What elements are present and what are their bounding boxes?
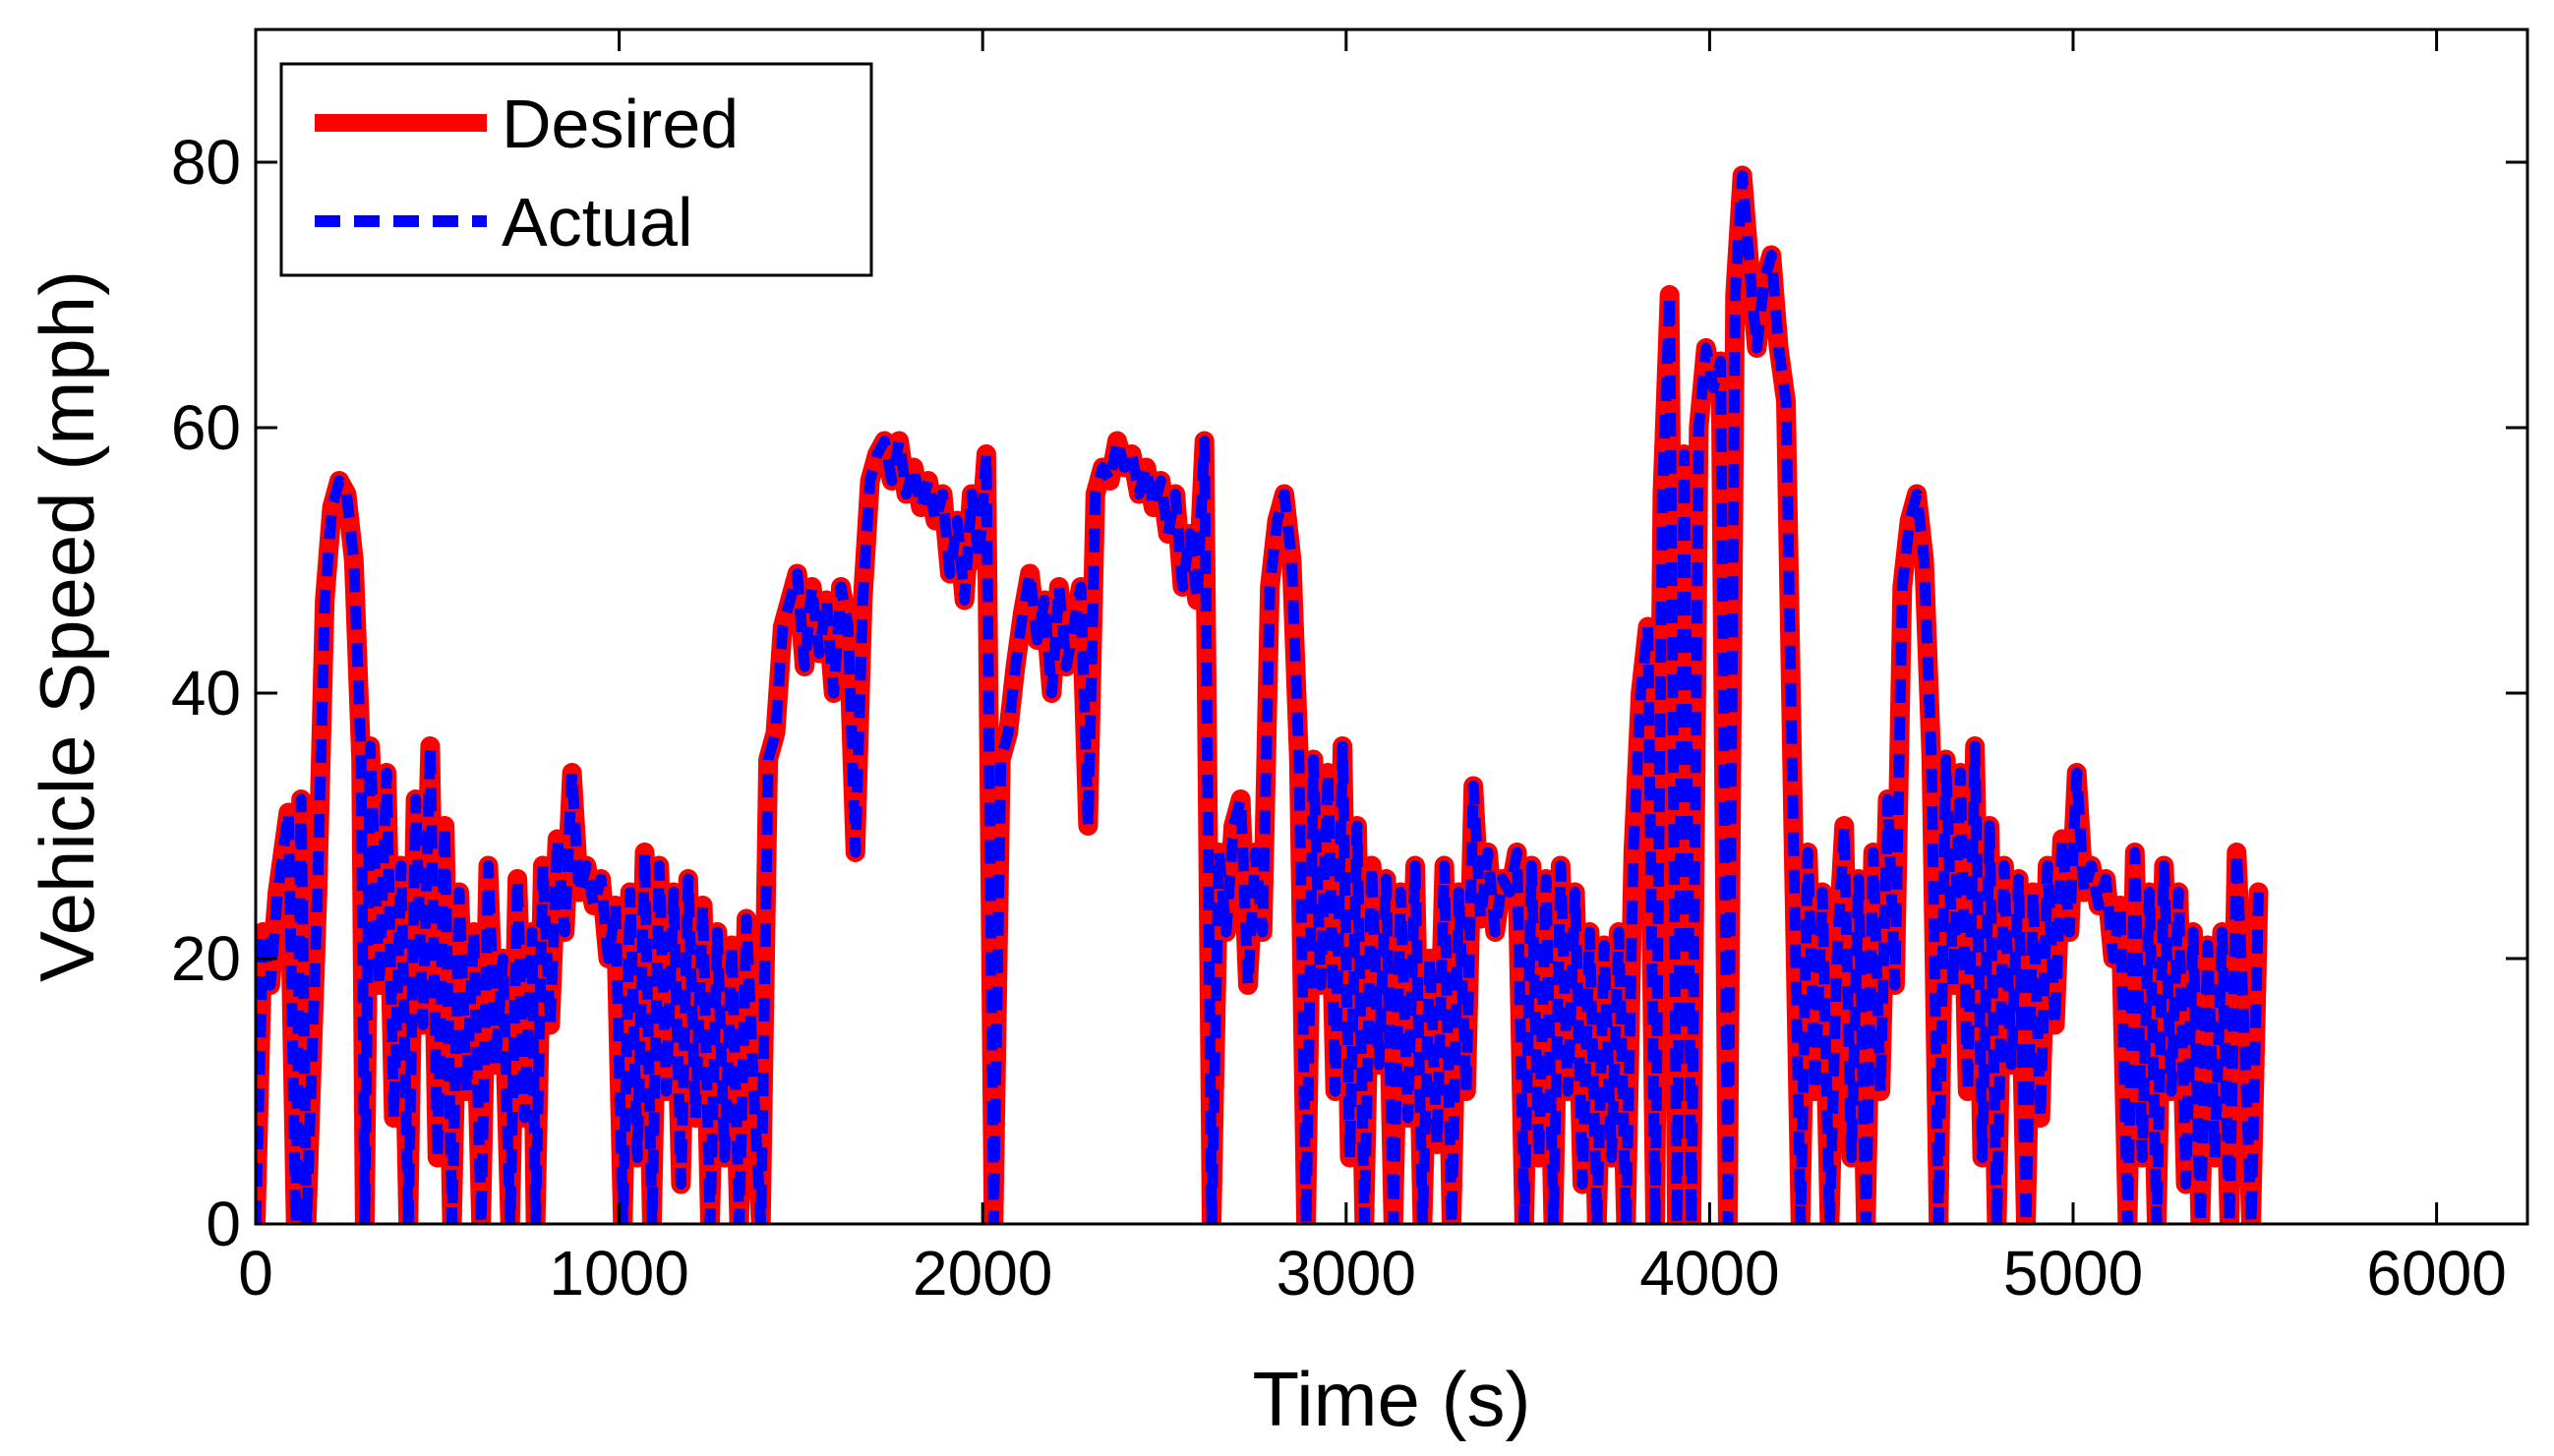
x-tick-label: 4000 <box>1639 1238 1779 1309</box>
legend: Desired Actual <box>279 62 873 277</box>
legend-label-actual: Actual <box>502 184 693 261</box>
legend-box <box>279 62 873 277</box>
y-tick-label: 0 <box>206 1189 241 1259</box>
x-tick-label: 6000 <box>2366 1238 2506 1309</box>
x-tick-label: 1000 <box>549 1238 688 1309</box>
series-layer <box>256 165 2269 1224</box>
y-tick-label: 60 <box>171 392 241 463</box>
y-tick-label: 20 <box>171 923 241 994</box>
x-axis-title: Time (s) <box>1252 1356 1530 1442</box>
series-line-actual <box>256 170 2264 1224</box>
x-axis: 0 1000 2000 3000 4000 5000 6000 <box>238 29 2507 1309</box>
x-tick-label: 3000 <box>1277 1238 1416 1309</box>
y-axis: 0 20 40 60 80 <box>171 127 2527 1259</box>
x-tick-label: 0 <box>238 1238 273 1309</box>
legend-label-desired: Desired <box>502 86 739 162</box>
y-tick-label: 40 <box>171 658 241 728</box>
plot-frame <box>254 28 2529 1226</box>
y-axis-title: Vehicle Speed (mph) <box>24 270 110 982</box>
x-tick-label: 2000 <box>913 1238 1052 1309</box>
x-tick-label: 5000 <box>2003 1238 2143 1309</box>
y-tick-label: 80 <box>171 127 241 198</box>
